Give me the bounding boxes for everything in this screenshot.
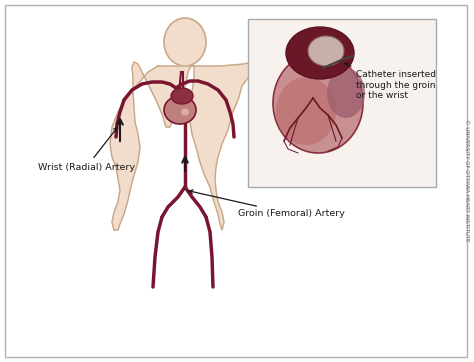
Ellipse shape (327, 68, 365, 118)
Text: © UNIVERSITY OF OTTAWA HEART INSTITUTE: © UNIVERSITY OF OTTAWA HEART INSTITUTE (465, 119, 470, 241)
Text: Wrist (Radial) Artery: Wrist (Radial) Artery (38, 127, 135, 172)
Ellipse shape (286, 27, 354, 79)
Text: Groin (Femoral) Artery: Groin (Femoral) Artery (189, 190, 345, 219)
Polygon shape (110, 62, 256, 230)
Ellipse shape (164, 96, 196, 124)
Ellipse shape (276, 77, 336, 145)
Ellipse shape (308, 36, 344, 66)
Bar (248, 19, 436, 187)
Ellipse shape (273, 53, 363, 153)
Ellipse shape (171, 88, 193, 104)
Text: Catheter inserted
through the groin
or the wrist: Catheter inserted through the groin or t… (345, 63, 436, 100)
Ellipse shape (164, 18, 206, 66)
Ellipse shape (181, 109, 189, 115)
